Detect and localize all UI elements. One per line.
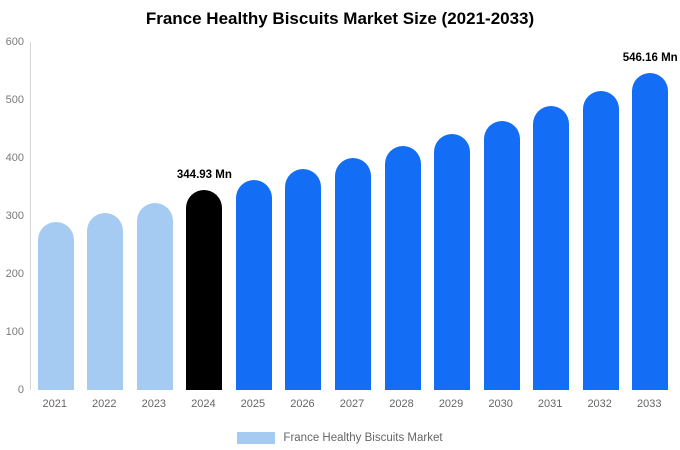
bar-2028 bbox=[384, 146, 421, 390]
y-axis-tick: 100 bbox=[5, 326, 24, 338]
x-axis-label: 2021 bbox=[42, 398, 67, 410]
x-axis-label: 2022 bbox=[92, 398, 117, 410]
bar-2023 bbox=[136, 202, 173, 390]
bar-2025 bbox=[235, 180, 272, 390]
x-axis-label: 2025 bbox=[240, 398, 266, 410]
bar-2021 bbox=[37, 221, 74, 390]
bar-2030 bbox=[483, 120, 520, 390]
x-axis-label: 2029 bbox=[438, 398, 464, 410]
bar-2026 bbox=[285, 169, 322, 390]
bar-value-label: 546.16 Mn bbox=[622, 52, 678, 65]
bar-value-label: 344.93 Mn bbox=[176, 168, 232, 181]
x-axis: 2021 2022 2023 2024 2025 2026 2027 2028 2029 2030… bbox=[30, 398, 674, 414]
x-axis-label: 2031 bbox=[537, 398, 563, 410]
bar-2032 bbox=[582, 91, 619, 390]
x-axis-label: 2030 bbox=[488, 398, 513, 410]
chart-title: France Healthy Biscuits Market Size (202… bbox=[145, 9, 535, 28]
x-axis-label: 2024 bbox=[191, 398, 216, 410]
x-axis-label: 2026 bbox=[290, 398, 315, 410]
x-axis-label: 2023 bbox=[141, 398, 167, 410]
bar-2022 bbox=[87, 212, 124, 390]
y-axis-tick: 300 bbox=[5, 210, 24, 222]
x-axis-label: 2027 bbox=[339, 398, 365, 410]
y-axis-tick: 200 bbox=[5, 268, 24, 280]
bar-2024 bbox=[186, 189, 223, 390]
x-axis-label: 2032 bbox=[587, 398, 612, 410]
bar-2031 bbox=[533, 106, 570, 390]
bar-2027 bbox=[335, 158, 371, 390]
plot-area: 344.93 Mn 546.16 Mn bbox=[30, 42, 678, 390]
y-axis-tick: 0 bbox=[17, 384, 24, 396]
bar-2029 bbox=[434, 133, 471, 390]
x-axis-label: 2028 bbox=[389, 398, 414, 410]
y-axis-tick: 600 bbox=[5, 36, 24, 48]
y-axis-tick: 500 bbox=[5, 94, 24, 106]
bar-2033 bbox=[632, 73, 669, 390]
y-axis: 0 100 200 300 400 500 600 bbox=[0, 0, 24, 450]
y-axis-tick: 400 bbox=[5, 152, 24, 164]
legend-swatch bbox=[237, 432, 276, 444]
x-axis-label: 2033 bbox=[636, 398, 662, 410]
legend: France Healthy Biscuits Market bbox=[0, 432, 680, 444]
legend-label: France Healthy Biscuits Market bbox=[283, 432, 443, 444]
